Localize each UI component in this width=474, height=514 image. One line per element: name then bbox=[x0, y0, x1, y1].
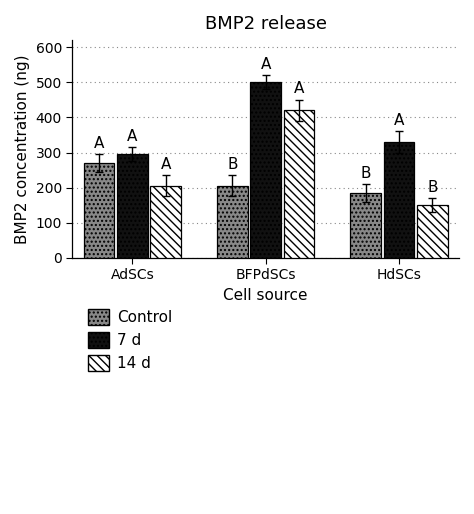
Text: A: A bbox=[294, 81, 304, 96]
X-axis label: Cell source: Cell source bbox=[223, 288, 308, 303]
Text: B: B bbox=[227, 157, 237, 172]
Bar bbox=[217, 186, 248, 258]
Text: A: A bbox=[161, 157, 171, 172]
Text: A: A bbox=[394, 113, 404, 128]
Text: B: B bbox=[360, 166, 371, 180]
Bar bbox=[150, 186, 181, 258]
Bar bbox=[250, 82, 281, 258]
Bar bbox=[117, 154, 148, 258]
Text: A: A bbox=[94, 136, 104, 151]
Y-axis label: BMP2 concentration (ng): BMP2 concentration (ng) bbox=[15, 54, 30, 244]
Bar bbox=[383, 142, 414, 258]
Legend: Control, 7 d, 14 d: Control, 7 d, 14 d bbox=[88, 309, 172, 371]
Title: BMP2 release: BMP2 release bbox=[205, 15, 327, 33]
Bar bbox=[350, 193, 381, 258]
Bar bbox=[283, 111, 314, 258]
Text: A: A bbox=[261, 57, 271, 72]
Text: B: B bbox=[427, 180, 438, 195]
Text: A: A bbox=[127, 129, 137, 144]
Bar bbox=[417, 205, 447, 258]
Bar bbox=[84, 163, 114, 258]
